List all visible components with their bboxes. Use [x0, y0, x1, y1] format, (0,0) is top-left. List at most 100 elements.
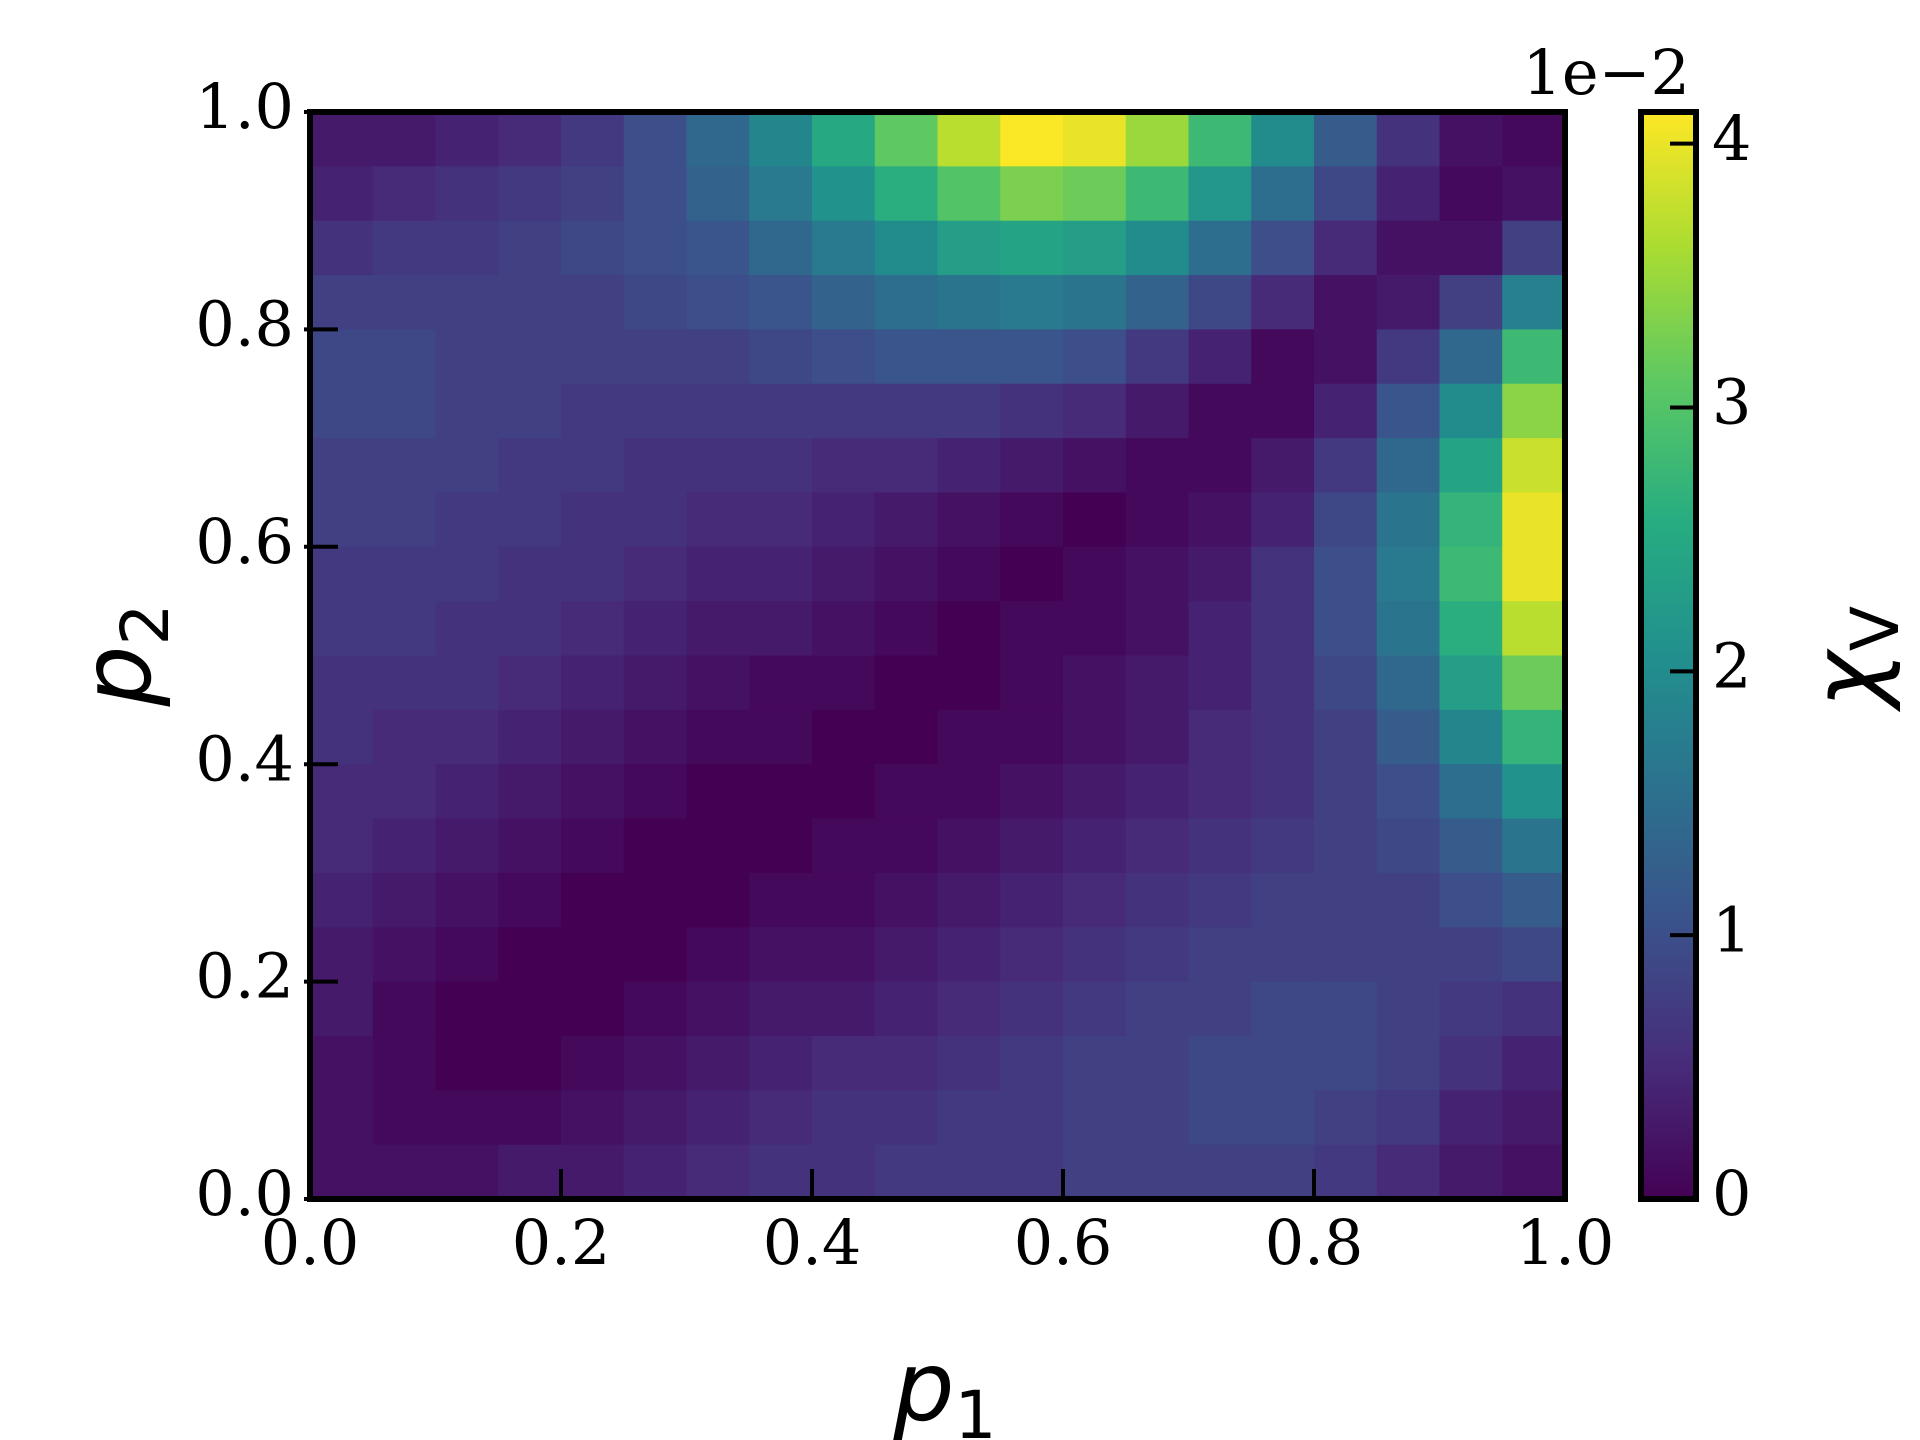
heatmap-cell: [498, 709, 562, 765]
heatmap-cell: [623, 492, 688, 548]
heatmap-cell: [623, 872, 688, 928]
heatmap-cell: [1000, 438, 1064, 494]
heatmap-cell: [1502, 166, 1566, 222]
heatmap-cell: [1125, 764, 1190, 820]
heatmap-cell: [749, 1144, 813, 1200]
heatmap-cell: [561, 1144, 625, 1200]
heatmap-cell: [1188, 818, 1252, 874]
heatmap-cell: [1502, 275, 1566, 330]
heatmap-cell: [561, 166, 625, 222]
heatmap-cell: [1376, 383, 1441, 439]
y-label-base: p: [61, 646, 173, 708]
heatmap-cell: [372, 981, 437, 1037]
heatmap-cell: [435, 1144, 499, 1200]
heatmap-cell: [874, 1144, 939, 1200]
heatmap-cell: [937, 166, 1001, 222]
heatmap-cell: [498, 601, 562, 657]
heatmap-cell: [561, 383, 625, 439]
heatmap-cell: [1376, 220, 1441, 276]
heatmap-cell: [1314, 709, 1378, 765]
y-axis-label: p2: [61, 604, 184, 708]
heatmap-cell: [1188, 601, 1252, 657]
heatmap-cell: [498, 329, 562, 385]
heatmap-cell: [498, 492, 562, 548]
heatmap-cell: [937, 1035, 1001, 1091]
heatmap-cell: [1251, 112, 1315, 167]
heatmap-cell: [1439, 601, 1503, 657]
heatmap-cell: [1251, 764, 1315, 820]
heatmap-cell: [623, 1090, 688, 1146]
heatmap-cell: [1314, 1035, 1378, 1091]
heatmap-cell: [1439, 1035, 1503, 1091]
heatmap-cell: [874, 220, 939, 276]
colorbar-tick-label: 4: [1712, 102, 1751, 175]
heatmap-cell: [1188, 1144, 1252, 1200]
heatmap-cell: [749, 166, 813, 222]
heatmap-cell: [749, 112, 813, 167]
heatmap-cell: [812, 818, 876, 874]
heatmap-cell: [874, 492, 939, 548]
heatmap-cell: [812, 1144, 876, 1200]
heatmap-cell: [498, 1090, 562, 1146]
heatmap-cell: [435, 818, 499, 874]
heatmap-cell: [1439, 764, 1503, 820]
heatmap-cell: [561, 275, 625, 330]
heatmap-cell: [1251, 927, 1315, 983]
heatmap-cell: [623, 166, 688, 222]
heatmap-cell: [812, 112, 876, 167]
heatmap-cell: [498, 546, 562, 602]
heatmap-cell: [623, 112, 688, 167]
heatmap-cell: [310, 492, 374, 548]
heatmap-cell: [1000, 981, 1064, 1037]
y-tick-label: 0.0: [195, 1157, 294, 1230]
heatmap-cell: [1125, 383, 1190, 439]
heatmap-cell: [812, 709, 876, 765]
heatmap-cell: [498, 438, 562, 494]
heatmap-cell: [1502, 438, 1566, 494]
heatmap-cell: [1188, 112, 1252, 167]
heatmap-cell: [310, 275, 374, 330]
heatmap-cell: [1314, 220, 1378, 276]
heatmap-cell: [310, 764, 374, 820]
heatmap-cell: [812, 275, 876, 330]
heatmap-cell: [1376, 981, 1441, 1037]
heatmap-cell: [310, 1035, 374, 1091]
heatmap-cell: [561, 601, 625, 657]
heatmap-cell: [1251, 275, 1315, 330]
heatmap-cell: [874, 981, 939, 1037]
heatmap-cell: [1251, 546, 1315, 602]
heatmap-cell: [1502, 383, 1566, 439]
heatmap-cell: [874, 709, 939, 765]
heatmap-cell: [874, 818, 939, 874]
heatmap-cell: [1188, 275, 1252, 330]
heatmap-cell: [623, 220, 688, 276]
heatmap-cell: [1188, 1035, 1252, 1091]
heatmap-cell: [937, 438, 1001, 494]
heatmap-cell: [623, 329, 688, 385]
heatmap-cell: [812, 601, 876, 657]
heatmap-cell: [1314, 818, 1378, 874]
heatmap-cell: [1188, 383, 1252, 439]
frames: [304, 109, 1699, 1202]
heatmap-cell: [561, 492, 625, 548]
heatmap-cell: [749, 764, 813, 820]
heatmap-cell: [1188, 166, 1252, 222]
heatmap-cell: [686, 1035, 750, 1091]
heatmap-cell: [749, 927, 813, 983]
heatmap-cell: [372, 872, 437, 928]
colorbar-offset-label: 1e−2: [1522, 36, 1690, 109]
heatmap-cell: [435, 709, 499, 765]
heatmap-cell: [561, 655, 625, 711]
colorbar-label: χV: [1791, 606, 1914, 713]
heatmap-cell: [686, 275, 750, 330]
heatmap-cell: [686, 329, 750, 385]
heatmap-cell: [561, 709, 625, 765]
heatmap-cell: [1125, 112, 1190, 167]
heatmap-cell: [561, 981, 625, 1037]
heatmap-cell: [1502, 927, 1566, 983]
heatmap-cell: [561, 546, 625, 602]
heatmap-cell: [561, 1090, 625, 1146]
heatmap-cell: [812, 1090, 876, 1146]
heatmap-cell: [1000, 709, 1064, 765]
heatmap-cell: [1000, 546, 1064, 602]
